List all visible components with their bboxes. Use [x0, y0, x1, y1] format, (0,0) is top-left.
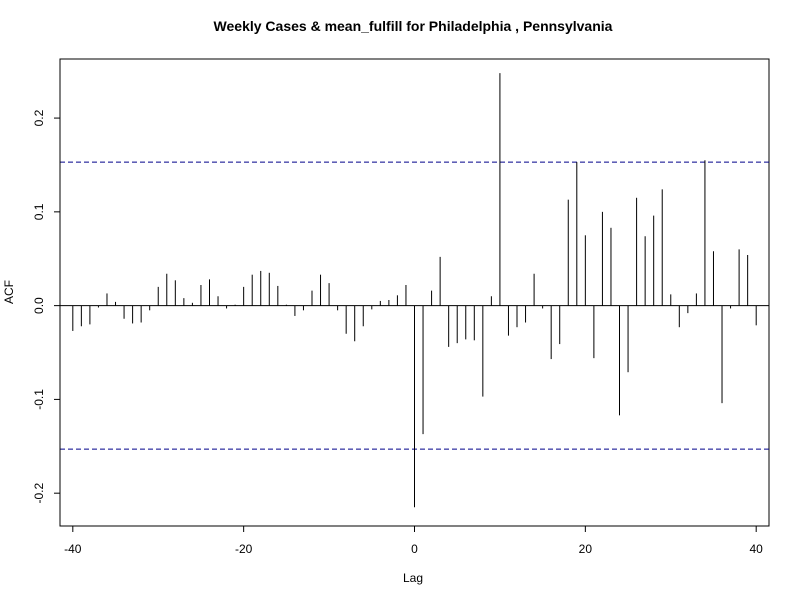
- acf-bars: [60, 73, 769, 508]
- x-axis-label: Lag: [403, 571, 423, 585]
- y-axis: -0.2 -0.1 0.0 0.1 0.2: [32, 109, 61, 504]
- y-tick-label: -0.2: [32, 483, 46, 504]
- x-tick-label: -20: [235, 542, 253, 556]
- y-axis-label: ACF: [2, 280, 16, 304]
- y-tick-label: -0.1: [32, 389, 46, 410]
- x-axis: -40 -20 0 20 40: [64, 525, 764, 556]
- x-tick-label: 0: [411, 542, 418, 556]
- y-tick-label: 0.2: [32, 109, 46, 126]
- x-tick-label: -40: [64, 542, 82, 556]
- chart-title: Weekly Cases & mean_fulfill for Philadel…: [214, 18, 613, 34]
- x-tick-label: 40: [750, 542, 764, 556]
- x-tick-label: 20: [579, 542, 593, 556]
- y-tick-label: 0.0: [32, 297, 46, 314]
- y-tick-label: 0.1: [32, 203, 46, 220]
